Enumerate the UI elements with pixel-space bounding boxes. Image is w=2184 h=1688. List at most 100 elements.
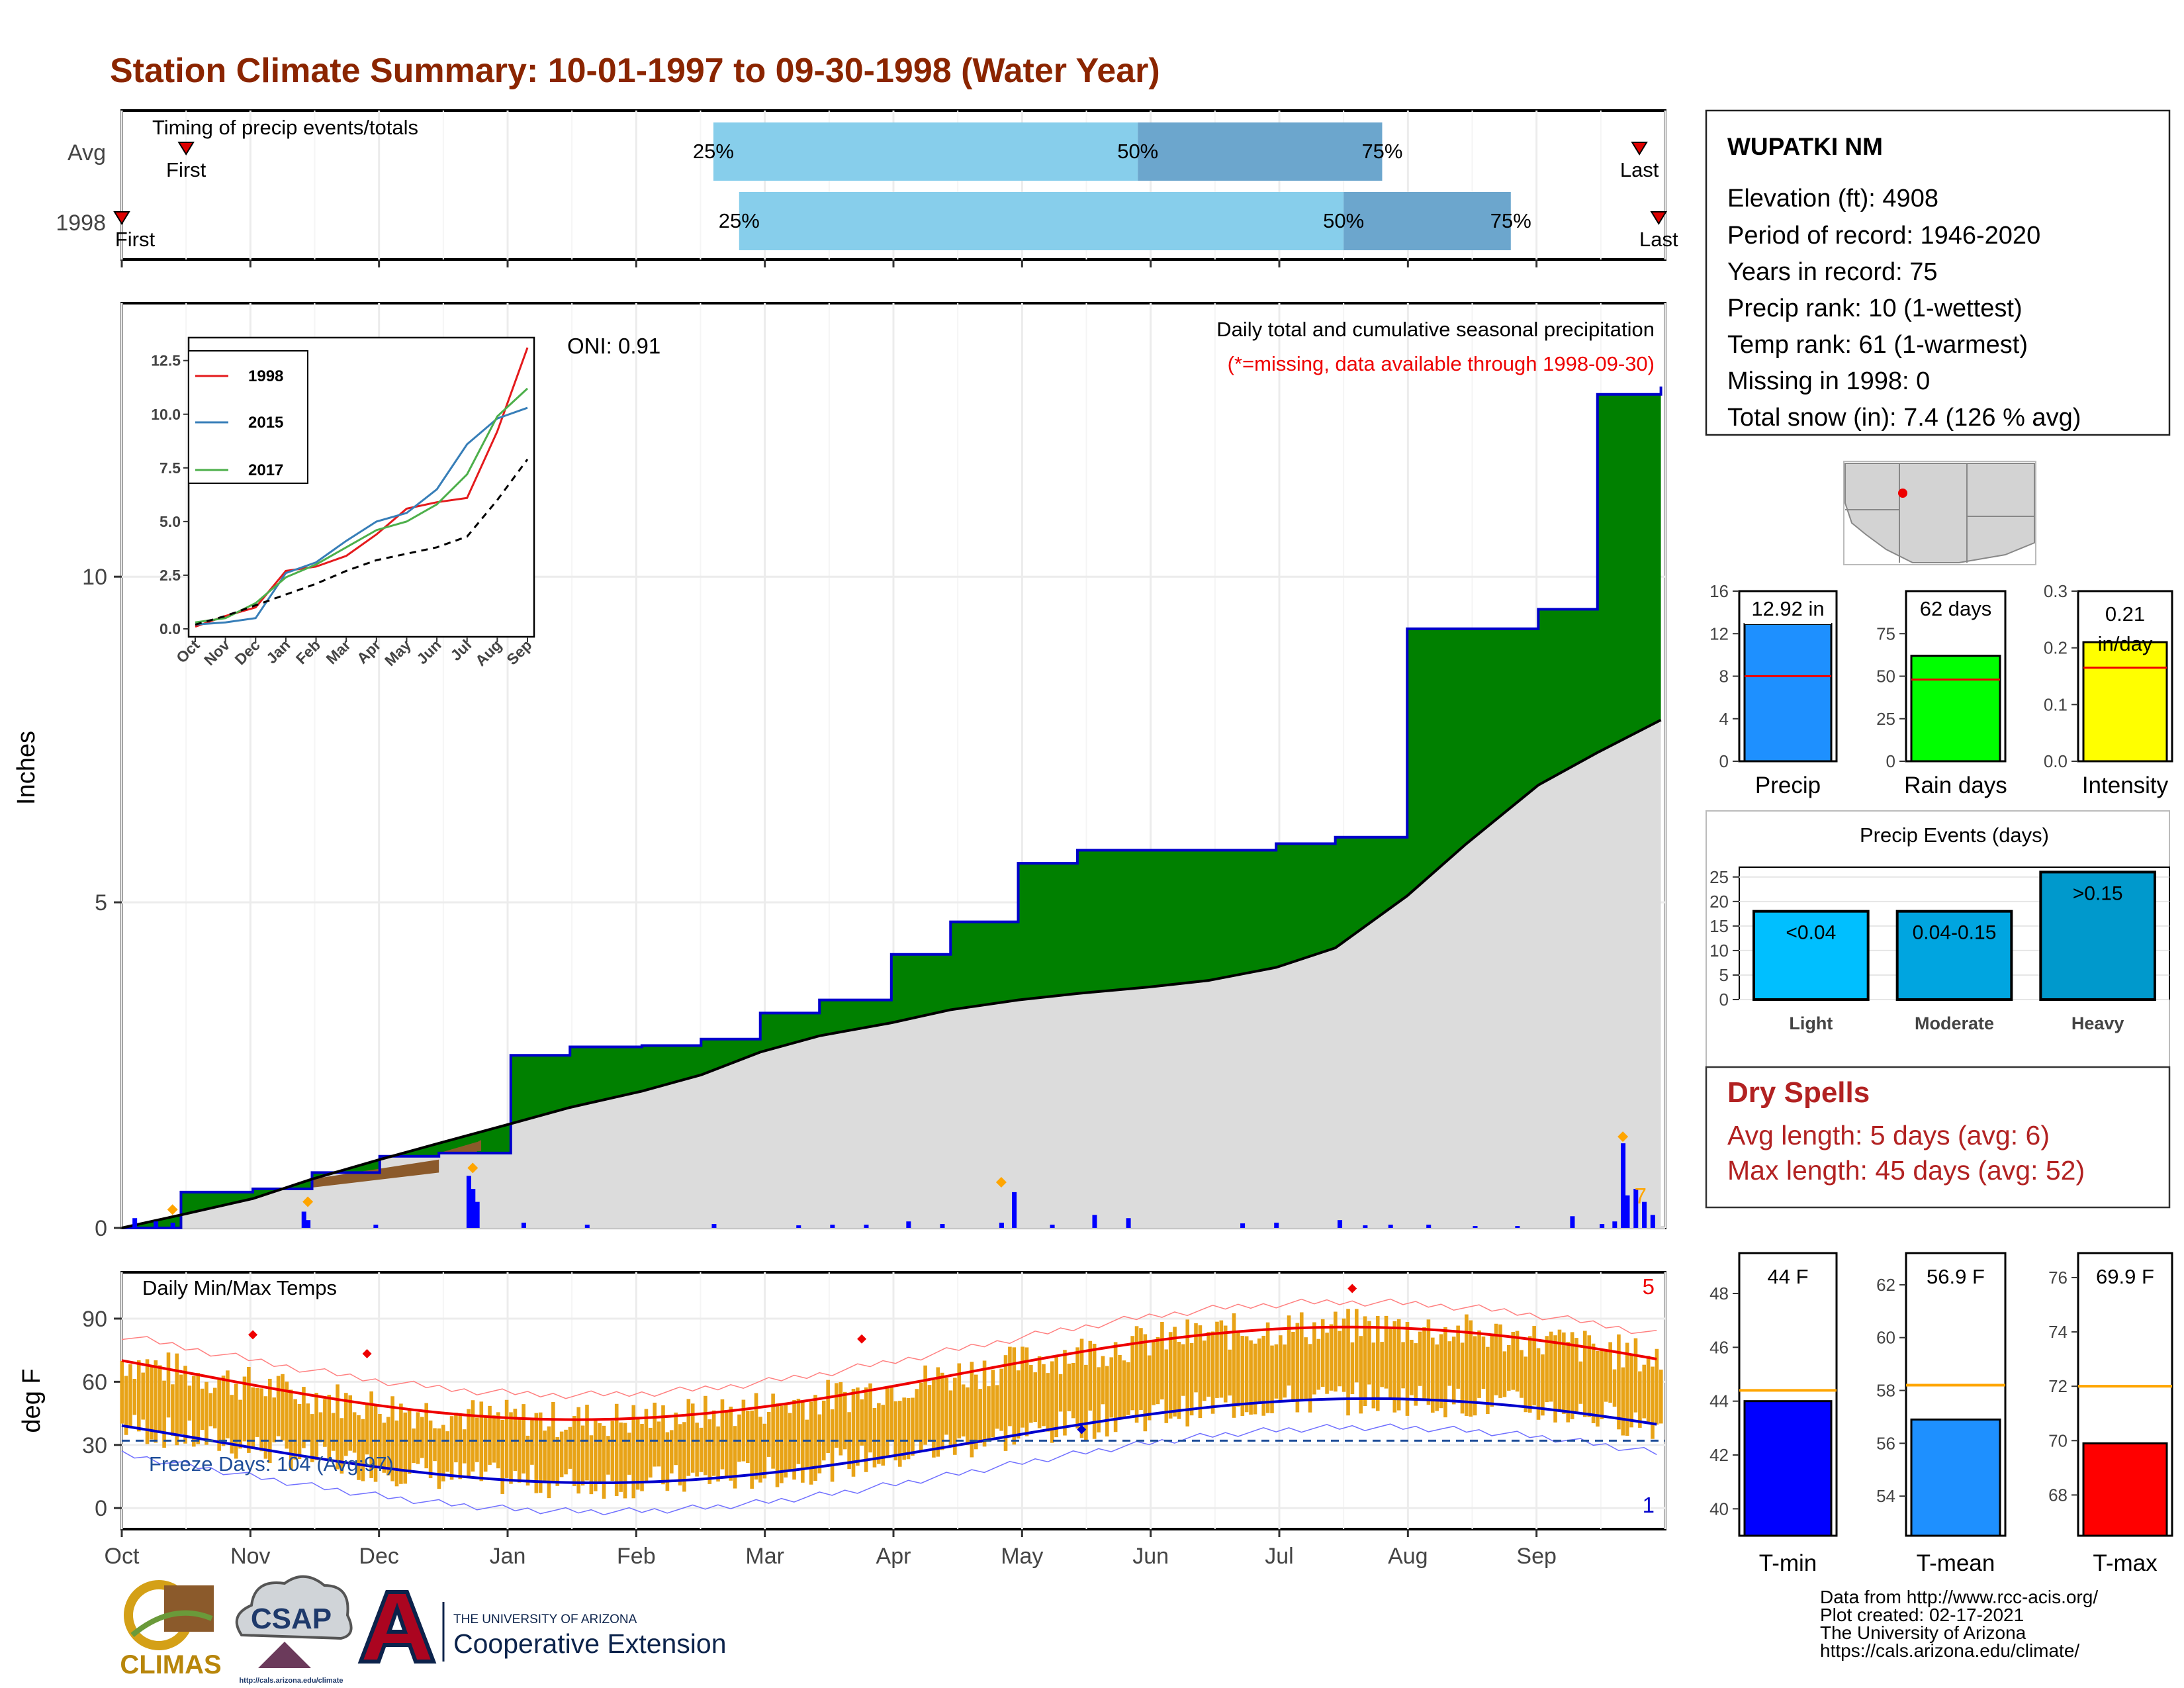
inset-series-2015 xyxy=(195,406,528,626)
timing-last-marker xyxy=(1631,142,1648,156)
daily-temp-bar xyxy=(606,1436,610,1475)
timing-p75-label: 75% xyxy=(1490,209,1531,232)
events-bar-heavy xyxy=(2039,870,2156,1001)
daily-temp-bar xyxy=(357,1415,361,1480)
daily-temp-bar xyxy=(416,1412,420,1464)
daily-temp-bar xyxy=(1265,1322,1270,1413)
daily-temp-bar xyxy=(348,1395,353,1451)
daily-precip-bar xyxy=(864,1225,869,1228)
timing-last-label: Last xyxy=(1639,228,1678,251)
daily-temp-bar xyxy=(1240,1336,1245,1416)
daily-temp-bar xyxy=(281,1374,285,1441)
daily-temp-bar xyxy=(1075,1347,1079,1429)
daily-temp-bar xyxy=(1092,1343,1097,1439)
daily-temp-bar xyxy=(953,1378,957,1455)
daily-precip-bar xyxy=(154,1221,159,1228)
daily-temp-bar xyxy=(1338,1331,1342,1387)
daily-temp-bar xyxy=(445,1431,449,1472)
map-borders xyxy=(1845,463,2034,563)
station-elevation: Elevation (ft): 4908 xyxy=(1727,185,1938,212)
daily-temp-bar xyxy=(547,1426,551,1499)
daily-temp-bar xyxy=(1545,1336,1549,1403)
dry-spells-avg: Avg length: 5 days (avg: 6) xyxy=(1727,1120,2050,1150)
temps-ytick-label: 90 xyxy=(82,1307,107,1332)
summary-value-label: 62 days xyxy=(1920,597,1992,620)
summary-ytick-label: 0.1 xyxy=(2044,694,2068,714)
timing-first-marker xyxy=(113,211,130,225)
daily-temp-bar xyxy=(1050,1361,1054,1443)
daily-temp-bar xyxy=(175,1353,179,1446)
daily-temp-bar xyxy=(568,1427,572,1469)
summary-ytick-label: 4 xyxy=(1719,709,1729,729)
daily-temp-bar xyxy=(1274,1344,1279,1399)
locator-map xyxy=(1843,461,2036,565)
daily-temp-bar xyxy=(1299,1312,1304,1399)
station-info: WUPATKI NM Elevation (ft): 4908 Period o… xyxy=(1705,109,2171,436)
ua-small-text: THE UNIVERSITY OF ARIZONA xyxy=(453,1613,637,1626)
daily-temp-bar xyxy=(627,1432,631,1475)
heavy-day-marker xyxy=(467,1162,478,1174)
footer-created: Plot created: 02-17-2021 xyxy=(1820,1605,2024,1625)
month-label: Feb xyxy=(617,1544,656,1569)
daily-temp-bar xyxy=(1210,1331,1215,1414)
timing-first-marker xyxy=(177,142,195,156)
temp-bar-ytick-label: 48 xyxy=(1709,1284,1729,1303)
daily-temp-bar xyxy=(1088,1340,1093,1411)
daily-temp-bar xyxy=(766,1412,771,1457)
daily-temp-bar xyxy=(948,1390,953,1447)
daily-temp-bar xyxy=(365,1402,369,1455)
daily-temp-bar xyxy=(306,1403,310,1442)
page-title: Station Climate Summary: 10-01-1997 to 0… xyxy=(110,52,1160,90)
daily-temp-bar xyxy=(991,1370,995,1438)
daily-temp-bar xyxy=(1134,1326,1139,1423)
daily-temp-bar xyxy=(729,1406,733,1481)
daily-precip-bar xyxy=(466,1176,471,1228)
daily-temp-bar xyxy=(1097,1367,1101,1432)
footer-url: https://cals.arizona.edu/climate/ xyxy=(1820,1640,2079,1661)
daily-temp-bar xyxy=(525,1435,530,1486)
summary-ytick-label: 0.2 xyxy=(2044,638,2068,658)
summary-name: Precip xyxy=(1755,773,1821,798)
daily-temp-bar xyxy=(154,1360,158,1443)
inset-ytick-label: 0.0 xyxy=(159,620,181,637)
daily-temp-bar xyxy=(1122,1360,1126,1419)
daily-temp-bar xyxy=(192,1376,196,1447)
daily-temp-bar xyxy=(564,1429,568,1475)
daily-temp-bar xyxy=(839,1382,843,1456)
daily-temp-bar xyxy=(902,1397,906,1460)
station-period: Period of record: 1946-2020 xyxy=(1727,222,2040,250)
daily-temp-bar xyxy=(733,1426,737,1489)
daily-temp-bar xyxy=(1084,1364,1088,1440)
inset-legend-2017: 2017 xyxy=(248,461,283,479)
average-cumulative-line xyxy=(121,718,1662,1229)
summary-name: Rain days xyxy=(1904,773,2007,798)
daily-precip-bar xyxy=(1126,1218,1131,1228)
daily-temp-bar xyxy=(1418,1331,1422,1386)
temp-bar-ytick-label: 44 xyxy=(1709,1391,1729,1411)
temp-bar-name: T-mean xyxy=(1917,1550,1995,1576)
precip-y-axis: 0 5 10 xyxy=(82,565,122,1241)
daily-precip-bar xyxy=(1274,1223,1279,1228)
month-label: Jun xyxy=(1132,1544,1169,1569)
temps-panel: 0 30 60 90 Daily Min/Max Temps Freeze Days:… xyxy=(18,1271,1666,1530)
daily-temp-bar xyxy=(500,1419,505,1494)
daily-temp-bar xyxy=(796,1398,801,1464)
daily-temp-bar xyxy=(255,1387,259,1437)
daily-temp-bar xyxy=(504,1399,509,1478)
daily-temp-bar xyxy=(1139,1328,1143,1410)
summary-bar-2 xyxy=(2082,641,2168,763)
daily-temp-bar xyxy=(598,1423,602,1483)
daily-temp-bar xyxy=(492,1415,496,1463)
timing-label: Timing of precip events/totals xyxy=(152,116,418,139)
daily-temp-bar xyxy=(226,1370,230,1438)
daily-temp-bar xyxy=(336,1384,340,1470)
daily-temp-bar xyxy=(771,1393,775,1469)
temp-summary-bars: 40 42 44 46 48 44 F T-min 54 56 58 60 62 56.9 F T-mea… xyxy=(1709,1252,2173,1576)
daily-temp-bar xyxy=(911,1397,915,1456)
daily-temp-bar xyxy=(1346,1309,1350,1416)
daily-temp-bar xyxy=(741,1399,746,1462)
csap-logo: CSAP http://cals.arizona.edu/climate xyxy=(235,1575,353,1685)
inset-ytick-label: 5.0 xyxy=(159,513,181,530)
daily-precip-bar xyxy=(1612,1221,1617,1228)
daily-temp-bar xyxy=(940,1372,944,1450)
